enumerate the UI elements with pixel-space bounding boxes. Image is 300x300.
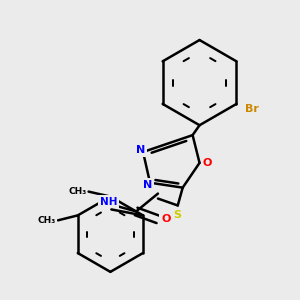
Text: N: N — [136, 145, 146, 155]
Text: N: N — [143, 180, 153, 190]
Text: CH₃: CH₃ — [68, 187, 87, 196]
Text: Br: Br — [245, 104, 259, 114]
Text: NH: NH — [100, 196, 117, 206]
Text: O: O — [203, 158, 212, 168]
Text: S: S — [174, 210, 182, 220]
Text: O: O — [161, 214, 170, 224]
Text: CH₃: CH₃ — [38, 216, 56, 225]
